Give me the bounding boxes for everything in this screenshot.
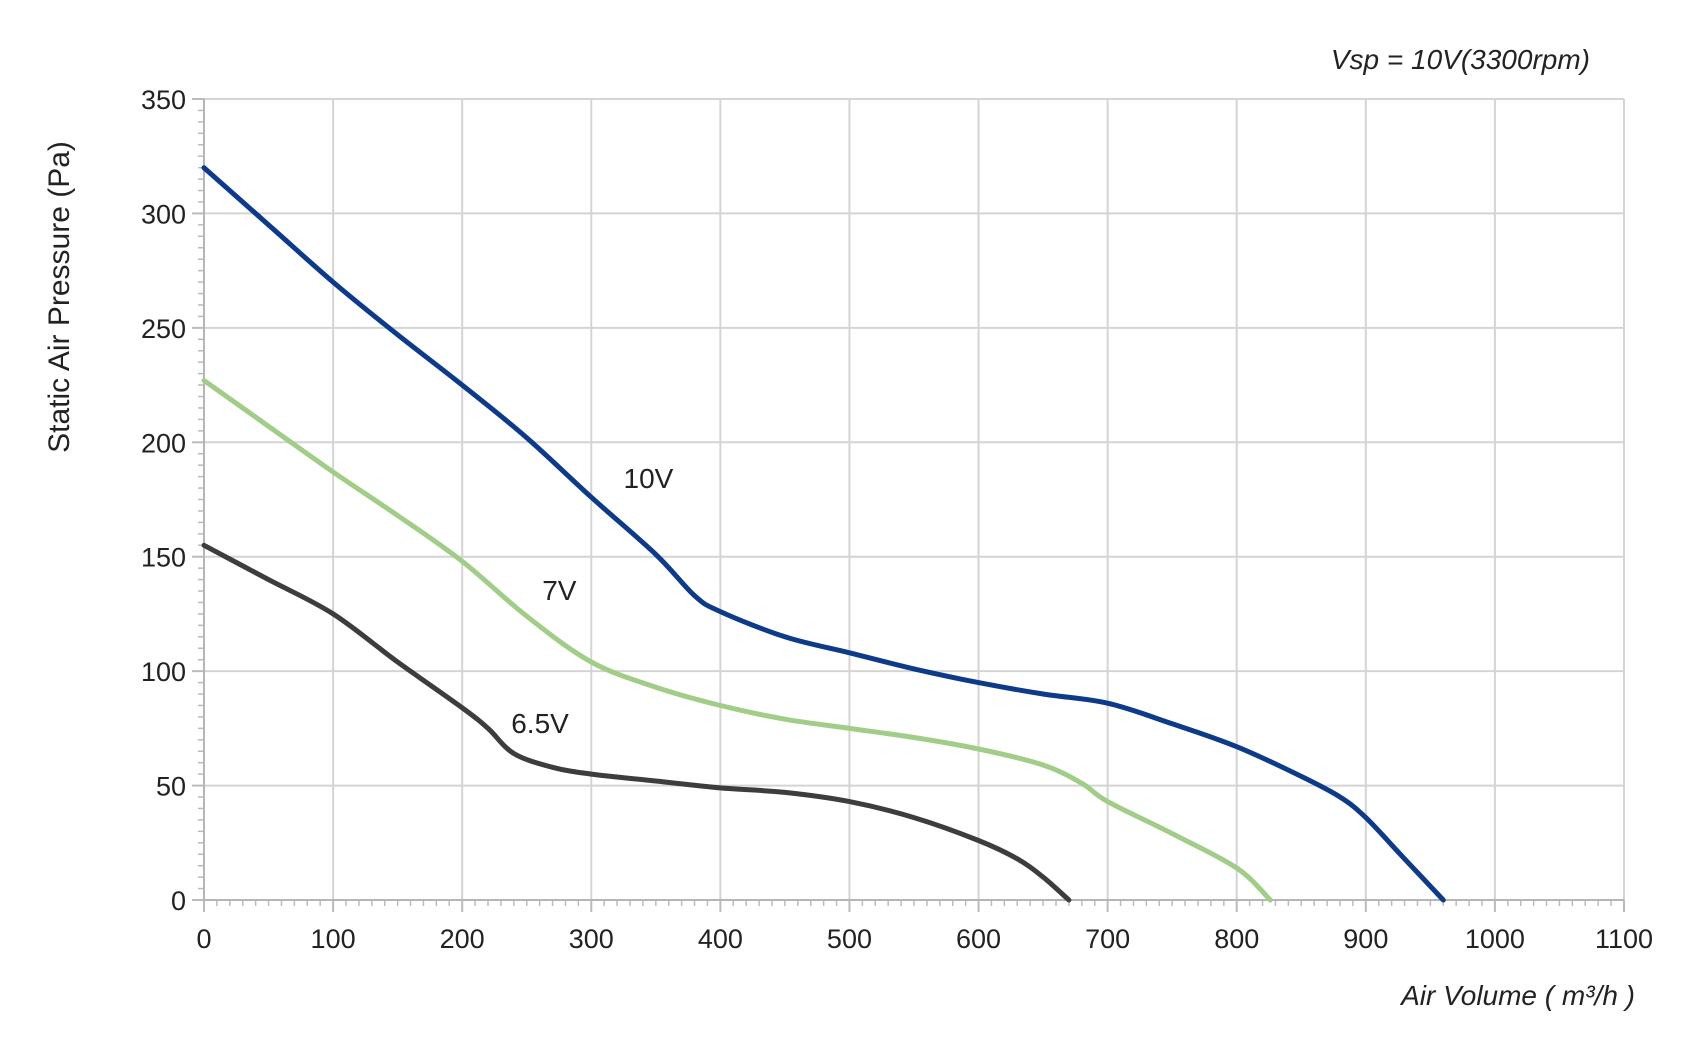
- grid: [204, 98, 1625, 900]
- y-tick-label: 150: [141, 543, 186, 573]
- x-tick-label: 0: [196, 924, 211, 954]
- chart-title: Vsp = 10V(3300rpm): [1331, 44, 1590, 75]
- series-line-6-5v: [201, 542, 1072, 903]
- axes: 0 100 200 300 400 500 600 700 800 900 1000 1100 0 50 1…: [141, 85, 1653, 954]
- series-line-7v: [201, 378, 1273, 903]
- x-tick-label: 1100: [1595, 924, 1653, 954]
- y-tick-label: 250: [141, 314, 186, 344]
- y-tick-label: 100: [141, 657, 186, 687]
- series-label-7v: 7V: [542, 575, 577, 606]
- x-tick-label: 800: [1214, 924, 1259, 954]
- series-line-10v: [201, 165, 1446, 903]
- x-tick-label: 300: [569, 924, 614, 954]
- y-tick-label: 0: [171, 886, 186, 916]
- x-tick-label: 600: [956, 924, 1001, 954]
- x-tick-label: 700: [1085, 924, 1130, 954]
- y-tick-label: 350: [141, 85, 186, 115]
- y-tick-label: 200: [141, 428, 186, 458]
- x-tick-label: 100: [311, 924, 356, 954]
- x-tick-label: 900: [1343, 924, 1388, 954]
- x-tick-label: 1000: [1465, 924, 1525, 954]
- x-axis-title: Air Volume ( m³/h ): [1399, 980, 1635, 1011]
- x-tick-label: 500: [827, 924, 872, 954]
- series-label-6-5v: 6.5V: [511, 708, 569, 739]
- y-axis-title: Static Air Pressure (Pa): [43, 141, 76, 453]
- series-labels: 10V 7V 6.5V: [511, 463, 673, 739]
- x-tick-label: 400: [698, 924, 743, 954]
- series-lines: [201, 165, 1446, 903]
- x-tick-label: 200: [440, 924, 485, 954]
- series-label-10v: 10V: [624, 463, 674, 494]
- y-tick-label: 50: [156, 772, 186, 802]
- y-tick-label: 300: [141, 199, 186, 229]
